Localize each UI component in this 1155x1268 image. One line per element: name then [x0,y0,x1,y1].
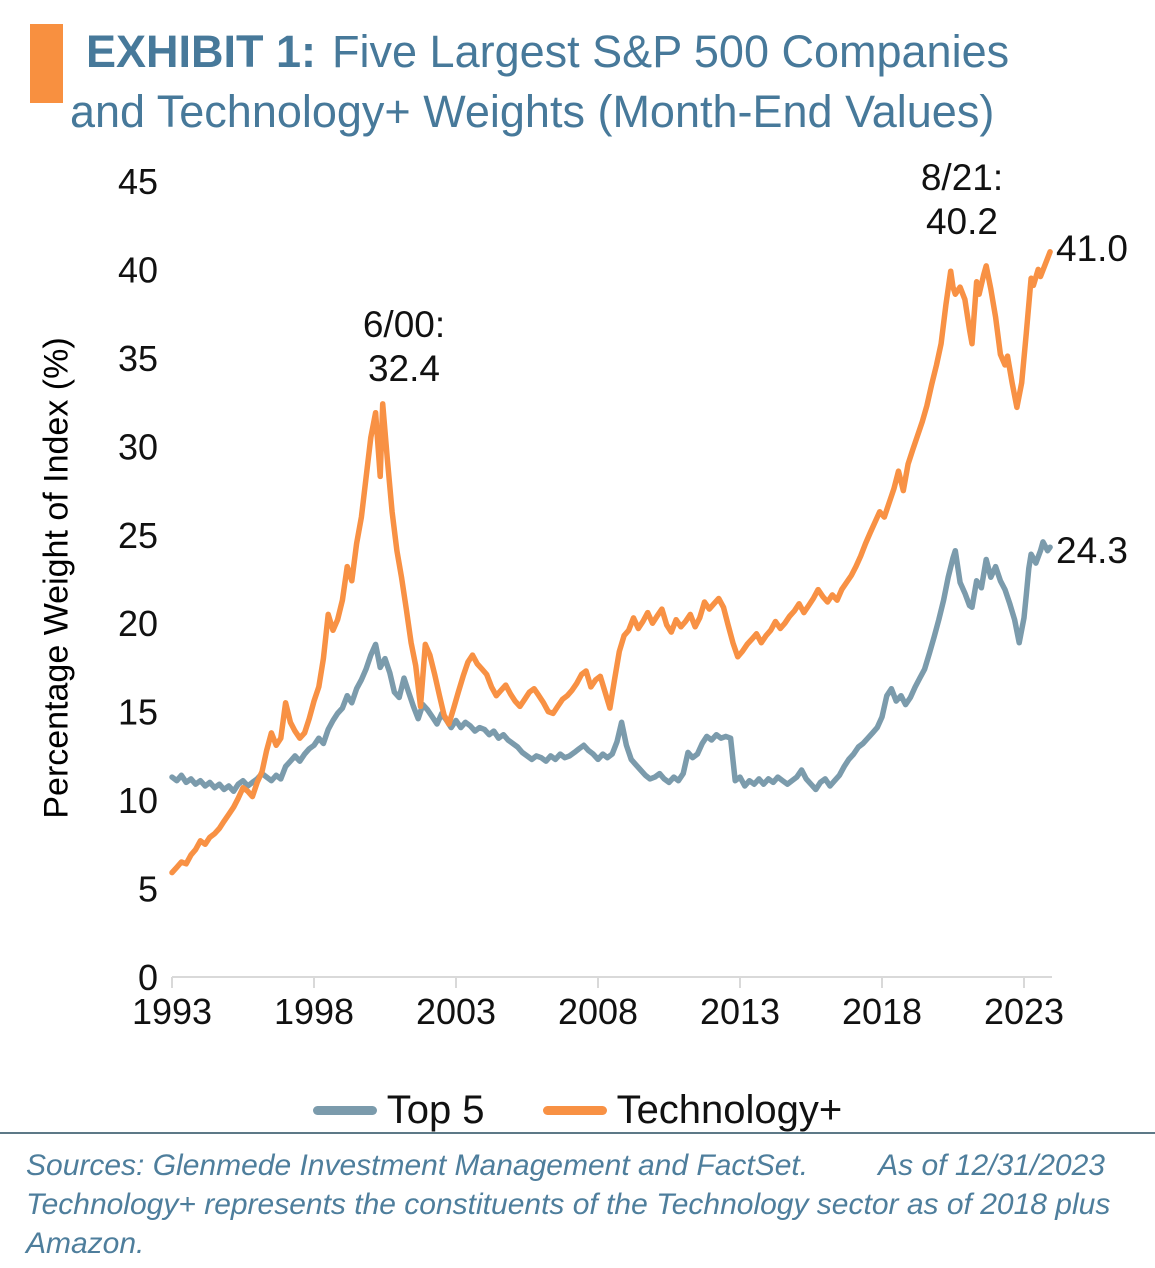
y-tick-label: 10 [118,780,158,821]
footer-as-of: As of 12/31/2023 [878,1149,1105,1182]
end-label-technology: 41.0 [1056,228,1129,269]
y-tick-label: 15 [118,692,158,733]
title-text-line2: and Technology+ Weights (Month-End Value… [70,86,995,137]
legend-label-top5: Top 5 [386,1088,485,1132]
annotation-peak-2021: 8/21: 40.2 [877,156,1047,244]
annotation-peak-2000: 6/00: 32.4 [319,303,489,391]
series-line-top-5 [169,539,1053,795]
x-tick-label: 2013 [700,991,780,1032]
series-line-technology [169,249,1053,876]
footer: Sources: Glenmede Investment Management … [26,1146,1129,1268]
y-axis-title: Percentage Weight of Index (%) [37,337,76,819]
y-tick-label: 0 [138,957,158,998]
footer-note-2: Past performance is not indicative of fu… [26,1263,1129,1268]
top5-line-swatch [312,1106,377,1115]
legend-label-technology: Technology+ [616,1088,843,1132]
footer-divider [0,1132,1155,1134]
technology-line-swatch [542,1106,607,1115]
legend-item-top5: Top 5 [312,1088,485,1133]
y-tick-label: 5 [138,869,158,910]
y-tick-label: 20 [118,603,158,644]
legend-item-technology: Technology+ [542,1088,843,1133]
y-tick-label: 30 [118,426,158,467]
y-tick-label: 35 [118,338,158,379]
x-tick-label: 2003 [416,991,496,1032]
x-tick-label: 2018 [842,991,922,1032]
legend: Top 5 Technology+ [0,1088,1155,1133]
footer-note-1: Technology+ represents the constituents … [26,1188,1111,1260]
x-tick-label: 2008 [558,991,638,1032]
exhibit-label: EXHIBIT 1: [86,26,317,77]
annotation-peak-2021-value: 40.2 [925,201,998,242]
chart-plot: 1993 1998 2003 2008 2013 2018 2023 0 5 10 15 20 25 30… [118,161,1064,1032]
annotation-peak-2021-date: 8/21: [920,157,1004,198]
x-tick-label: 2023 [984,991,1064,1032]
annotation-peak-2000-value: 32.4 [367,348,440,389]
y-tick-label: 45 [118,161,158,202]
x-tick-label: 1998 [274,991,354,1032]
footer-sources: Sources: Glenmede Investment Management … [26,1149,809,1182]
title-text-line1: Five Largest S&P 500 Companies [332,26,1010,77]
end-label-top5: 24.3 [1056,530,1129,571]
x-tick-label: 1993 [132,991,212,1032]
y-tick-label: 40 [118,249,158,290]
annotation-peak-2000-date: 6/00: [362,304,446,345]
y-tick-label: 25 [118,515,158,556]
title-accent-bar [30,24,63,103]
page-title: EXHIBIT 1: Five Largest S&P 500 Companies [86,26,1009,78]
footer-sources-row: Sources: Glenmede Investment Management … [26,1146,1129,1185]
